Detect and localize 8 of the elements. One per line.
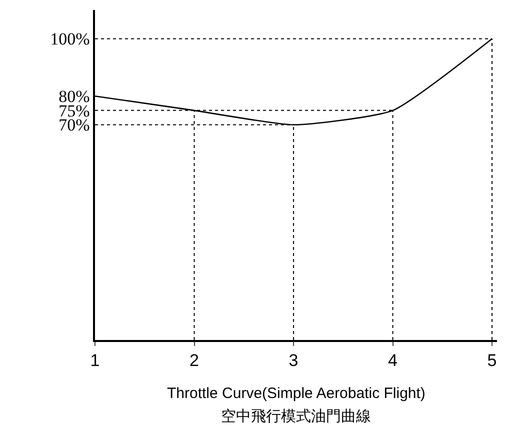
x-tick-label: 5 bbox=[487, 351, 497, 370]
text: Throttle Curve(Simple Aerobatic Flight) bbox=[167, 385, 426, 402]
x-tick-label: 1 bbox=[90, 351, 100, 370]
x-tick-label: 3 bbox=[288, 351, 298, 370]
x-tick-label: 4 bbox=[388, 351, 398, 370]
x-tick-label: 2 bbox=[190, 351, 199, 370]
y-tick-label: 100% bbox=[50, 30, 90, 49]
text: 空中飛行模式油門曲線 bbox=[221, 408, 371, 425]
